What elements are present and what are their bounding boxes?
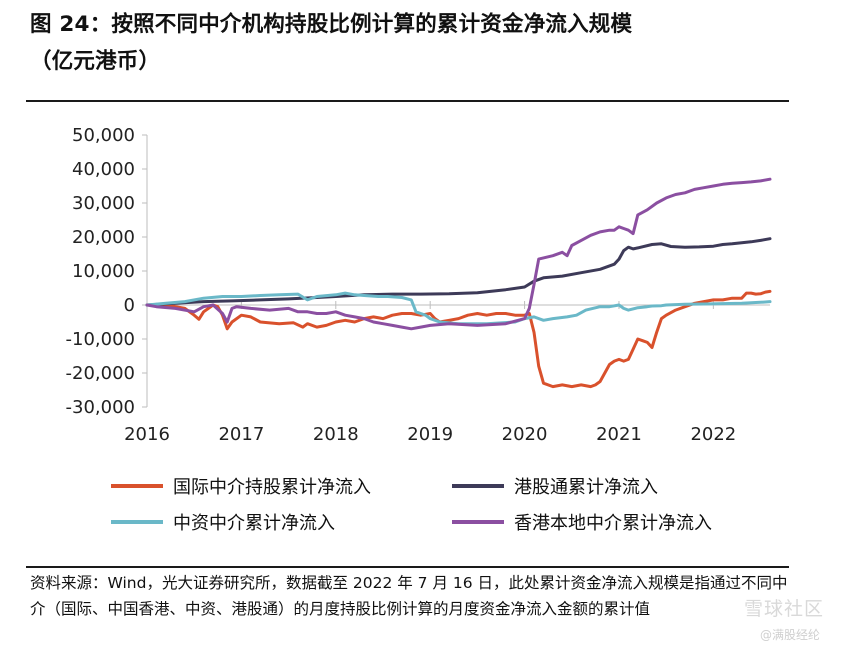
legend-label-hk-local: 香港本地中介累计净流入 (514, 513, 712, 534)
chart-plot: 50,000 40,000 30,000 20,000 10,000 0 -10,000 -2… (66, 125, 772, 445)
y-tick-label: 40,000 (72, 159, 135, 180)
x-tick-label: 2020 (502, 424, 548, 445)
y-tick-label: 0 (124, 295, 135, 316)
legend-label-southbound: 港股通累计净流入 (514, 477, 658, 498)
y-tick-label: 10,000 (72, 261, 135, 282)
x-tick-label: 2018 (313, 424, 359, 445)
legend-swatch-international (111, 484, 163, 488)
legend-item-southbound: 港股通累计净流入 (452, 474, 658, 498)
x-tick-label: 2022 (690, 424, 736, 445)
x-tick-label: 2019 (407, 424, 453, 445)
series-line-international (145, 289, 772, 389)
legend-label-international: 国际中介持股累计净流入 (173, 477, 371, 498)
x-tick-label: 2017 (218, 424, 264, 445)
chart-title-line2: （亿元港币） (30, 49, 161, 74)
watermark: 雪球社区 (744, 598, 825, 620)
y-tick-label: 50,000 (72, 125, 135, 146)
chart-title: 图 24：按照不同中介机构持股比例计算的累计资金净流入规模 （亿元港币） (30, 6, 810, 80)
y-tick-label: 30,000 (72, 193, 135, 214)
legend-item-international: 国际中介持股累计净流入 (111, 474, 371, 498)
legend-swatch-hk-local (452, 520, 504, 524)
y-tick-label: -30,000 (66, 397, 135, 418)
title-underline (26, 100, 789, 102)
source-note: 资料来源：Wind，光大证券研究所，数据截至 2022 年 7 月 16 日，此… (30, 574, 788, 618)
y-tick-label: -20,000 (66, 363, 135, 384)
source-divider (26, 566, 789, 568)
x-tick-label: 2021 (596, 424, 642, 445)
series-line-hk-local (145, 177, 772, 331)
x-tick-label: 2016 (124, 424, 170, 445)
watermark-sub: @满股经纶 (760, 628, 821, 642)
legend-label-chinese: 中资中介累计净流入 (173, 513, 335, 534)
y-tick-label: -10,000 (66, 329, 135, 350)
legend-swatch-southbound (452, 484, 504, 488)
chart-title-line1: 图 24：按照不同中介机构持股比例计算的累计资金净流入规模 (30, 12, 633, 37)
legend-item-chinese: 中资中介累计净流入 (111, 510, 335, 534)
legend-swatch-chinese (111, 520, 163, 524)
legend-item-hk-local: 香港本地中介累计净流入 (452, 510, 712, 534)
y-tick-label: 20,000 (72, 227, 135, 248)
